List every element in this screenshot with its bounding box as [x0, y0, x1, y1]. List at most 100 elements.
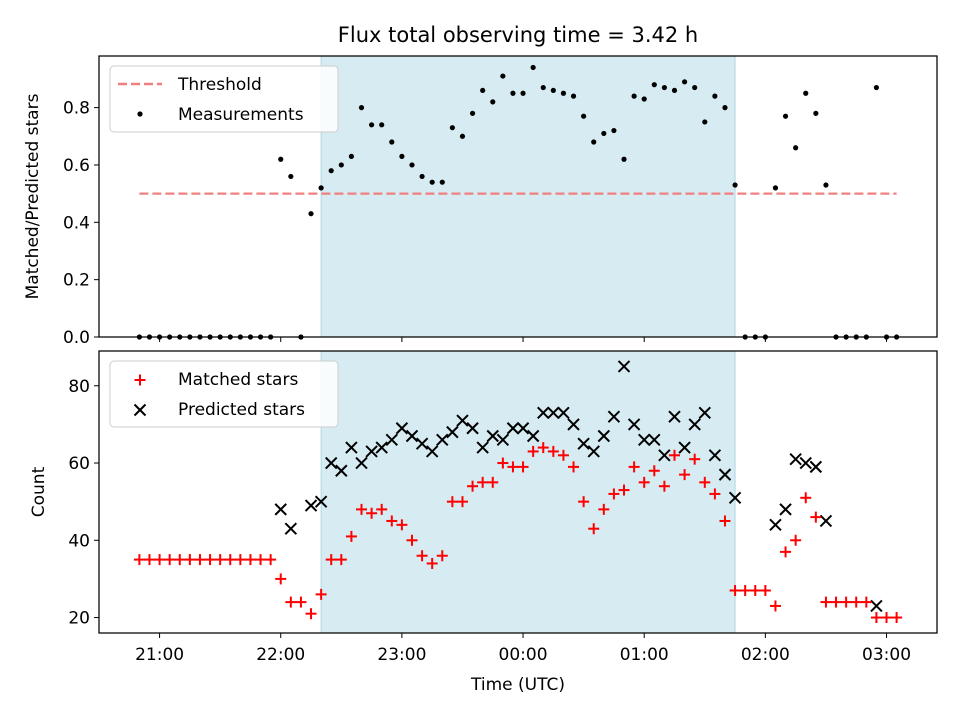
- predicted-point: [365, 445, 378, 458]
- predicted-point: [355, 456, 368, 470]
- measurement-point: [328, 168, 334, 174]
- measurement-point: [389, 139, 395, 145]
- matched-point: [436, 550, 448, 562]
- measurement-point: [500, 73, 506, 79]
- matched-point: [517, 461, 529, 473]
- measurement-point: [429, 179, 435, 185]
- measurement-point: [278, 156, 284, 162]
- ytick-label: 60: [68, 454, 90, 474]
- matched-point: [416, 550, 428, 562]
- time-xlabel: Time (UTC): [470, 675, 565, 695]
- matched-point: [830, 596, 842, 608]
- legend-box: [109, 65, 339, 133]
- predicted-point: [607, 410, 621, 423]
- legend-threshold-label: Threshold: [177, 75, 262, 95]
- star-count-axis-ticks: 20 40 60 80 21:00 22:00 23:00 00:00 01:00 02:00 03…: [68, 377, 911, 665]
- matched-point: [739, 585, 751, 597]
- matched-point: [537, 442, 549, 454]
- cross-b: [799, 456, 812, 470]
- predicted-stars-series: [274, 360, 883, 613]
- measurement-point: [480, 87, 486, 94]
- legend-measurements-swatch: [137, 111, 143, 117]
- predicted-point: [789, 452, 802, 466]
- matched-point: [820, 596, 832, 608]
- matched-point: [628, 461, 640, 473]
- matched-point: [356, 503, 368, 515]
- predicted-point: [819, 514, 833, 528]
- predicted-point: [678, 441, 691, 454]
- matched-point: [214, 554, 226, 566]
- matched-point: [154, 554, 166, 566]
- predicted-point: [728, 491, 742, 505]
- matched-point: [507, 461, 519, 473]
- cross-b: [779, 503, 792, 516]
- matched-point: [891, 612, 903, 624]
- matched-point: [790, 534, 802, 546]
- matched-point: [234, 554, 246, 566]
- matched-point: [800, 492, 812, 504]
- cross-b: [516, 422, 530, 435]
- cross-b: [436, 433, 449, 447]
- cross-b: [304, 499, 318, 512]
- chart-title: Flux total observing time = 3.42 h: [338, 23, 698, 47]
- cross-b: [718, 468, 732, 481]
- matched-point: [244, 554, 256, 566]
- matched-point: [366, 507, 378, 519]
- predicted-point: [537, 406, 550, 420]
- ytick-label: 40: [68, 531, 90, 551]
- matched-point: [194, 554, 206, 566]
- matched-point: [396, 519, 408, 531]
- ytick-label: 80: [68, 377, 90, 397]
- predicted-point: [567, 418, 580, 431]
- matched-point: [658, 480, 670, 492]
- star-count-ylabel: Count: [29, 466, 49, 517]
- flux-ratio-ylabel: Matched/Predicted stars: [23, 93, 43, 299]
- ytick-label: 0.2: [63, 271, 90, 291]
- matched-point: [648, 465, 660, 477]
- matched-point: [467, 480, 479, 492]
- ytick-label: 20: [68, 609, 90, 629]
- matched-point: [689, 453, 701, 465]
- predicted-point: [648, 433, 661, 447]
- measurement-point: [651, 82, 657, 88]
- measurement-point: [803, 90, 809, 96]
- measurement-point: [379, 122, 385, 128]
- measurement-point: [399, 153, 405, 159]
- cross-b: [557, 406, 570, 420]
- legend-box: [109, 360, 339, 428]
- matched-point: [598, 503, 610, 515]
- predicted-point: [486, 429, 499, 443]
- measurement-point: [601, 130, 607, 137]
- matched-point: [618, 484, 630, 496]
- cross-b: [405, 429, 419, 443]
- measurement-point: [692, 84, 698, 91]
- predicted-point: [425, 445, 439, 458]
- cross-b: [789, 452, 802, 466]
- measurement-point: [570, 93, 577, 99]
- matched-point: [325, 554, 337, 566]
- predicted-point: [476, 441, 489, 454]
- predicted-point: [688, 418, 701, 431]
- measurement-point: [439, 179, 445, 185]
- matched-stars-series: [133, 442, 903, 624]
- predicted-point: [779, 503, 792, 516]
- predicted-point: [405, 429, 419, 443]
- measurement-point: [732, 182, 738, 188]
- cross-b: [597, 429, 611, 443]
- predicted-point: [587, 445, 600, 458]
- star-count-axes-frame: [98, 350, 938, 634]
- predicted-point: [415, 437, 429, 450]
- cross-b: [486, 429, 499, 443]
- matched-point: [860, 596, 872, 608]
- matched-point: [870, 612, 882, 624]
- matched-point: [295, 596, 307, 608]
- measurement-point: [288, 173, 294, 180]
- matched-point: [426, 557, 438, 569]
- cross-b: [769, 518, 782, 532]
- xtick-label: 03:00: [862, 645, 911, 665]
- observing-window-span-bottom: [320, 350, 736, 634]
- cross-b: [537, 406, 550, 420]
- measurement-point: [722, 105, 728, 111]
- measurement-point: [681, 79, 688, 85]
- measurement-point: [581, 113, 587, 119]
